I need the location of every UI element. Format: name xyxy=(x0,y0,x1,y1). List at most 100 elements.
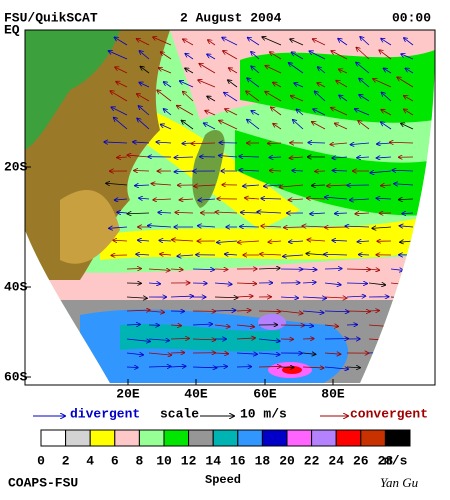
wind-vector xyxy=(185,54,194,60)
wind-vector xyxy=(351,143,370,145)
wind-vector xyxy=(368,269,379,270)
wind-vector xyxy=(280,311,303,313)
wind-vector xyxy=(208,40,216,46)
wind-vector xyxy=(160,254,172,255)
wind-vector xyxy=(270,52,282,60)
wind-vector xyxy=(289,63,304,74)
wind-vector xyxy=(324,367,348,369)
wind-vector xyxy=(293,120,304,130)
wind-vector xyxy=(138,240,150,241)
wind-vector xyxy=(236,310,251,311)
wind-vector xyxy=(376,198,392,199)
wind-vector xyxy=(357,157,370,158)
wind-vector xyxy=(214,353,228,354)
wind-vector xyxy=(236,283,256,284)
wind-vector xyxy=(345,226,370,227)
wind-vector xyxy=(373,79,392,88)
wind-vector xyxy=(339,69,348,74)
wind-vector xyxy=(126,353,143,355)
wind-vector xyxy=(174,171,194,172)
wind-vector xyxy=(199,64,216,74)
wind-vector xyxy=(245,198,260,199)
wind-vector xyxy=(161,52,172,60)
wind-vector xyxy=(401,123,414,130)
wind-vector xyxy=(219,121,238,130)
wind-vector xyxy=(350,199,370,200)
wind-vector xyxy=(331,51,348,60)
wind-vector xyxy=(158,212,172,213)
wind-vector xyxy=(126,324,140,325)
wind-vector xyxy=(258,268,280,269)
wind-vector xyxy=(358,121,370,130)
wind-vector xyxy=(338,39,348,46)
wind-vector xyxy=(261,198,282,199)
wind-vector xyxy=(241,212,260,213)
wind-vector xyxy=(268,241,282,242)
wind-vector xyxy=(302,353,316,354)
wind-vector xyxy=(332,157,348,158)
wind-vector xyxy=(214,269,228,270)
wind-vector xyxy=(401,54,414,60)
wind-vector xyxy=(377,143,392,144)
wind-vector xyxy=(229,68,238,74)
colorbar-tick-label: 26 xyxy=(353,453,369,468)
wind-vector xyxy=(175,212,194,213)
wind-vector xyxy=(137,94,150,102)
wind-vector xyxy=(236,296,253,297)
wind-vector xyxy=(228,80,238,88)
wind-vector xyxy=(327,185,348,186)
wind-vector xyxy=(222,38,238,46)
wind-vector xyxy=(264,185,282,186)
wind-vector xyxy=(153,37,172,46)
wind-vector xyxy=(127,155,150,157)
colorbar-tick-label: 16 xyxy=(230,453,246,468)
wind-vector xyxy=(192,269,214,270)
wind-vector xyxy=(247,78,260,88)
legend-convergent: convergent xyxy=(350,406,428,421)
legend-scale-value: 10 m/s xyxy=(240,406,287,421)
colorbar-tick-label: 20 xyxy=(279,453,295,468)
wind-vector xyxy=(296,109,304,116)
wind-vector xyxy=(324,311,349,312)
wind-vector xyxy=(151,184,172,185)
wind-vector xyxy=(113,240,128,241)
wind-vector xyxy=(180,81,194,88)
lat-label: 40S xyxy=(4,279,28,294)
legend-divergent: divergent xyxy=(70,406,140,421)
map-field xyxy=(25,30,435,383)
color-swatch xyxy=(163,429,190,447)
colorbar-tick-label: 2 xyxy=(62,453,70,468)
wind-vector xyxy=(139,106,150,116)
wind-vector xyxy=(198,80,216,88)
wind-vector xyxy=(205,111,216,116)
colorbar-tick-label: 4 xyxy=(86,453,94,468)
wind-vector xyxy=(194,185,216,186)
wind-vector xyxy=(392,170,414,171)
wind-vector xyxy=(126,297,147,298)
wind-vector xyxy=(108,51,128,60)
wind-vector xyxy=(399,226,414,227)
wind-vector xyxy=(126,310,150,311)
wind-vector xyxy=(412,283,424,284)
wind-vector xyxy=(215,212,238,213)
wind-vector xyxy=(258,311,280,312)
wind-vector xyxy=(307,240,326,241)
wind-vector xyxy=(412,268,434,269)
wind-vector xyxy=(177,106,194,116)
color-swatch xyxy=(188,429,214,447)
source: FSU/QuikSCAT xyxy=(4,10,98,25)
wind-vector xyxy=(283,255,304,256)
wind-vector xyxy=(204,123,216,130)
wind-vector xyxy=(359,95,370,102)
wind-vector xyxy=(290,39,304,46)
wind-vector xyxy=(381,39,392,46)
wind-vector xyxy=(384,68,392,74)
wind-vector xyxy=(136,254,150,255)
wind-vector xyxy=(214,310,235,311)
wind-vector xyxy=(324,297,347,298)
wind-vector xyxy=(330,143,348,145)
wind-vector xyxy=(225,254,238,255)
wind-vector xyxy=(370,171,392,173)
lon-label: 40E xyxy=(184,386,208,401)
wind-vector xyxy=(307,198,326,199)
